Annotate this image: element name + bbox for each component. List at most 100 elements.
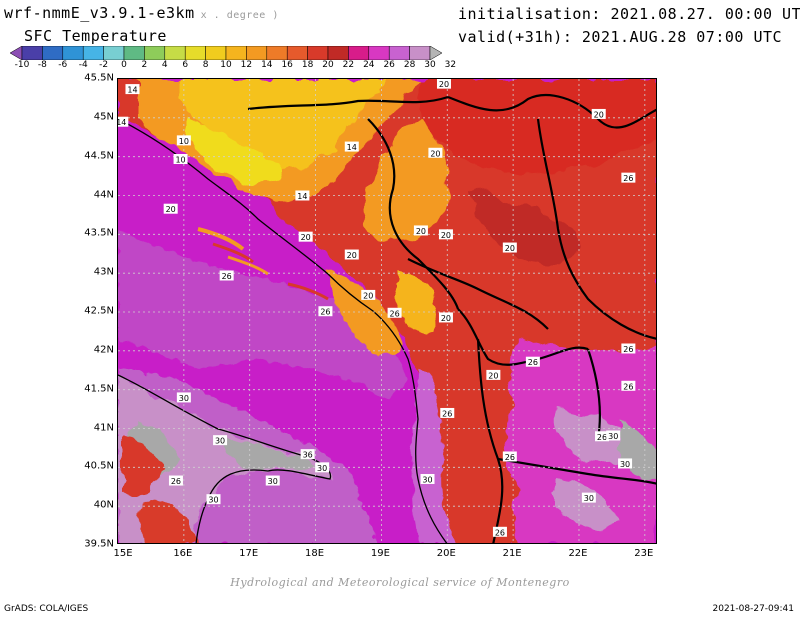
longitude-label: 15E	[113, 548, 133, 559]
colorbar-label: 26	[383, 60, 395, 70]
colorbar-label: 16	[281, 60, 293, 70]
longitude-label: 21E	[502, 548, 522, 559]
colorbar-swatch	[225, 46, 247, 60]
colorbar-swatch	[184, 46, 206, 60]
colorbar-swatch	[42, 46, 64, 60]
svg-text:26: 26	[505, 453, 515, 462]
svg-text:20: 20	[301, 233, 311, 242]
contour-label: 20	[163, 203, 178, 214]
longitude-label: 18E	[305, 548, 325, 559]
colorbar-label: 24	[363, 60, 375, 70]
colorbar-label: 14	[261, 60, 273, 70]
contour-label: 20	[298, 231, 313, 242]
sea-warm-zone	[118, 229, 408, 399]
contour-label: 30	[618, 458, 633, 469]
svg-text:36: 36	[303, 451, 313, 460]
svg-text:30: 30	[268, 477, 278, 486]
longitude-label: 17E	[239, 548, 259, 559]
latitude-label: 40N	[93, 499, 114, 511]
contour-label: 20	[436, 79, 451, 89]
colorbar-swatch	[307, 46, 329, 60]
colorbar-label: 30	[424, 60, 436, 70]
colorbar-swatch	[205, 46, 227, 60]
colorbar-swatch	[409, 46, 431, 60]
colorbar-label: -10	[14, 60, 30, 70]
latitude-label: 42.5N	[84, 305, 114, 317]
colorbar-swatch	[82, 46, 104, 60]
country-borders	[247, 94, 656, 543]
colorbar-label: 8	[202, 60, 209, 70]
balkan-landmass	[118, 79, 656, 543]
contour-label: 26	[525, 356, 540, 367]
colorbar-label: 12	[240, 60, 253, 70]
latitude-label: 44.5N	[84, 150, 114, 162]
colorbar-label: 32	[444, 60, 457, 70]
contour-label: 26	[492, 526, 507, 537]
svg-text:10: 10	[179, 137, 189, 146]
svg-text:30: 30	[620, 460, 630, 469]
contour-label: 26	[502, 451, 517, 462]
latitude-label: 39.5N	[84, 538, 114, 550]
longitude-label: 16E	[173, 548, 193, 559]
svg-text:20: 20	[416, 227, 426, 236]
svg-text:26: 26	[597, 433, 607, 442]
colorbar-label: -6	[58, 60, 68, 70]
colorbar-swatch	[62, 46, 84, 60]
latitude-label: 44N	[93, 189, 114, 200]
colorbar-swatch	[368, 46, 390, 60]
model-unit: x . degree )	[200, 10, 279, 21]
svg-text:30: 30	[584, 494, 594, 503]
temperature-map[interactable]: 14 14 10 10 14 14 20 20 20 20 26 20 20 20 20 20 26 20 26 26…	[118, 79, 657, 544]
svg-text:14: 14	[118, 118, 126, 127]
graticule	[118, 79, 656, 543]
colorbar-label: 4	[161, 60, 168, 70]
svg-text:20: 20	[488, 371, 498, 380]
contour-label: 30	[206, 494, 221, 505]
svg-text:20: 20	[166, 205, 176, 214]
contour-label: 10	[173, 153, 188, 164]
contour-label: 26	[168, 475, 183, 486]
longitude-label: 19E	[370, 548, 390, 559]
latitude-label: 45.5N	[84, 72, 114, 84]
svg-text:26: 26	[623, 382, 633, 391]
colorbar-label: 10	[220, 60, 232, 70]
colorbar-label: 28	[403, 60, 416, 70]
contour-label: 10	[176, 135, 191, 146]
latitude-label: 43N	[93, 266, 114, 278]
svg-text:20: 20	[347, 251, 357, 260]
contour-label: 26	[387, 307, 402, 318]
contour-label: 20	[361, 289, 376, 300]
model-title: wrf-nmmE_v3.9.1-e3km x . degree )	[4, 4, 279, 22]
contour-label: 20	[413, 225, 428, 236]
svg-text:26: 26	[222, 272, 232, 281]
latitude-label: 42N	[93, 344, 114, 356]
contour-label: 30	[420, 473, 435, 484]
grads-credit: GrADS: COLA/IGES	[4, 604, 89, 614]
svg-text:20: 20	[441, 231, 451, 240]
colorbar-label: -2	[99, 60, 109, 70]
colorbar-label: 18	[301, 60, 314, 70]
colorbar-label: 2	[141, 60, 148, 70]
colorbar-swatch	[103, 46, 125, 60]
colorbar-swatch	[286, 46, 308, 60]
colorbar-label: -8	[37, 60, 47, 70]
contour-label: 30	[213, 435, 228, 446]
svg-text:26: 26	[320, 308, 330, 317]
colorbar-label: 6	[182, 60, 189, 70]
contour-label: 26	[219, 270, 234, 281]
svg-text:30: 30	[208, 496, 218, 505]
svg-text:26: 26	[171, 477, 181, 486]
colorbar-swatch	[348, 46, 370, 60]
contour-label: 30	[315, 462, 330, 473]
colorbar-swatch	[327, 46, 349, 60]
colorbar-label: 20	[322, 60, 334, 70]
contour-label: 36	[300, 449, 315, 460]
contour-label: 20	[344, 249, 359, 260]
svg-text:20: 20	[439, 80, 449, 89]
svg-text:30: 30	[608, 432, 618, 441]
longitude-label: 20E	[436, 548, 456, 559]
colorbar-swatch	[388, 46, 410, 60]
contour-label: 26	[621, 172, 636, 183]
map-panel[interactable]: 14 14 10 10 14 14 20 20 20 20 26 20 20 20 20 20 26 20 26 26…	[117, 78, 657, 544]
svg-text:10: 10	[175, 155, 185, 164]
